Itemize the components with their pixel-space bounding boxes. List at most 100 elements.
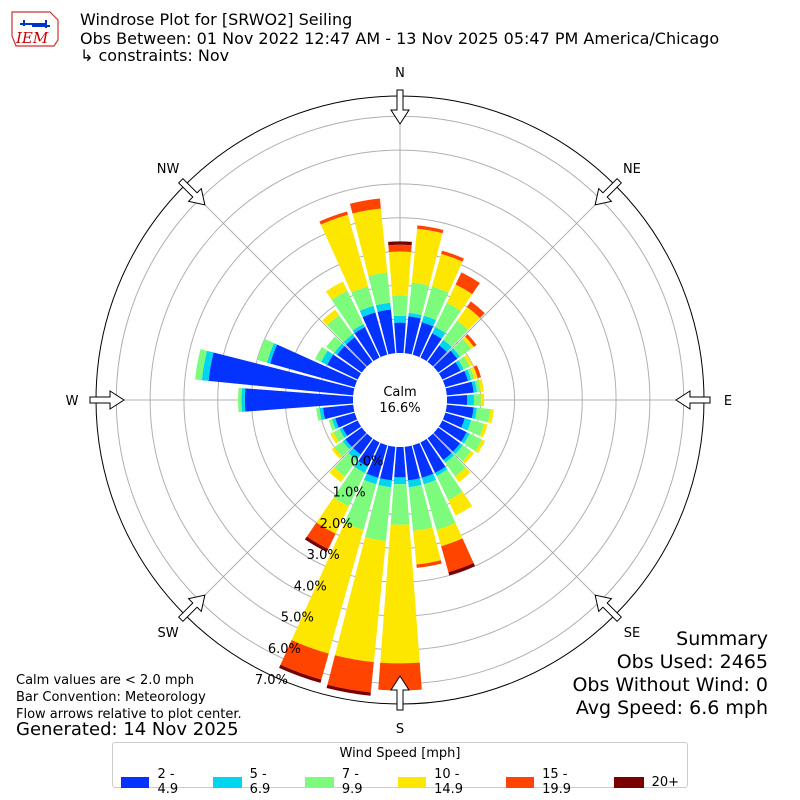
wind-bar-segment (353, 433, 373, 455)
wind-bar-segment (404, 316, 421, 355)
wind-bar-segment (331, 418, 339, 430)
wind-bar-segment (421, 315, 437, 327)
wind-bar-segment (393, 477, 407, 485)
flow-arrow-icon (594, 177, 623, 206)
legend-title: Wind Speed [mph] (339, 746, 461, 761)
wind-bar-segment (345, 337, 373, 367)
radial-tick-label: 6.0% (268, 642, 301, 657)
wind-bar-segment (388, 244, 412, 252)
wind-bar-segment (354, 327, 380, 362)
wind-bar-segment (304, 536, 329, 553)
wind-bar-segment (445, 381, 474, 396)
legend-swatch (613, 776, 644, 788)
wind-bar-segment (463, 433, 482, 452)
wind-bar-segment (442, 370, 469, 388)
summary-obs-without-wind: Obs Without Wind: 0 (572, 674, 768, 696)
grid-spoke (432, 184, 616, 368)
wind-bar-segment (458, 356, 470, 370)
wind-bar-segment (333, 466, 365, 507)
legend-label: 7 - 9.9 (341, 767, 363, 797)
note-calm: Calm values are < 2.0 mph (16, 673, 195, 688)
wind-bar-segment (201, 350, 214, 381)
wind-bar-segment (445, 404, 474, 419)
radial-tick-label: 7.0% (255, 673, 288, 688)
wind-bar-segment (378, 478, 392, 488)
logo-text: IEM (15, 29, 49, 47)
wind-bar-segment (325, 281, 348, 300)
wind-bar-segment (322, 309, 340, 326)
wind-bar-segment (345, 427, 367, 447)
wind-bar-segment (306, 522, 336, 549)
wind-bar-segment (436, 469, 463, 501)
legend-item: 10 - 14.9 (397, 767, 490, 797)
wind-bar-segment (393, 315, 407, 323)
wind-bar-segment (421, 473, 437, 485)
wind-bar-segment (427, 345, 447, 367)
title-line-2: Obs Between: 01 Nov 2022 12:47 AM - 13 N… (80, 29, 720, 48)
wind-bar-segment (464, 369, 472, 381)
wind-bar-segment (279, 664, 322, 683)
legend-swatch (397, 776, 427, 788)
legend-label: 5 - 6.9 (249, 767, 271, 797)
wind-bar-segment (475, 380, 481, 393)
wind-bar-segment (342, 439, 352, 450)
wind-bar-segment (408, 312, 422, 319)
wind-bar-segment (241, 388, 246, 412)
wind-bar-segment (335, 412, 358, 428)
summary-title: Summary (676, 628, 768, 650)
wind-bar-segment (334, 441, 350, 457)
legend-items: 2 - 4.9 5 - 6.9 7 - 9.9 10 - 14.9 15 - 19.9 2… (113, 767, 687, 797)
direction-label: NW (157, 162, 180, 177)
wind-bar-segment (443, 452, 455, 463)
wind-bar-segment (438, 362, 461, 380)
flow-arrow-icon (675, 390, 711, 410)
wind-bar-segment (443, 320, 469, 348)
wind-bar-segment (363, 473, 379, 485)
wind-bar-segment (343, 334, 355, 345)
wind-bar-segment (446, 284, 473, 311)
flow-arrow-icon (390, 675, 410, 711)
wind-bar-segment (208, 352, 355, 396)
summary-block: Summary Obs Used: 2465 Obs Without Wind:… (572, 628, 768, 720)
wind-bar-segment (462, 451, 474, 464)
wind-bar-segment (238, 387, 242, 413)
iem-logo: IEM (11, 11, 59, 47)
wind-bar-segment (334, 537, 386, 663)
wind-bar-segment (467, 368, 475, 380)
radial-tick-label: 4.0% (294, 579, 327, 594)
wind-bar-segment (479, 423, 488, 438)
wind-bar-segment (344, 479, 377, 530)
wind-bar-segment (417, 225, 444, 234)
legend-item: 7 - 9.9 (305, 767, 381, 797)
wind-bar-segment (461, 432, 470, 444)
wind-bar-segment (354, 461, 368, 473)
wind-bar-segment (452, 338, 472, 357)
wind-bar-segment (337, 345, 367, 373)
wind-bar-segment (412, 442, 434, 478)
wind-bar-segment (320, 214, 369, 293)
wind-bar-segment (473, 365, 482, 379)
note-convention: Bar Convention: Meteorology (16, 690, 206, 705)
wind-bar-segment (455, 467, 471, 483)
wind-bar-segment (478, 379, 484, 392)
wind-bar-segment (467, 394, 475, 406)
wind-bar-segment (463, 354, 473, 367)
legend-item: 5 - 6.9 (213, 767, 289, 797)
wind-bar-segment (366, 442, 388, 478)
radial-tick-label: 5.0% (281, 611, 314, 626)
grid-spoke (184, 184, 368, 368)
wind-bar-segment (377, 309, 396, 355)
wind-bar-segment (326, 684, 371, 696)
wind-bar-segment (404, 445, 420, 481)
wind-bar-segment (435, 302, 461, 334)
wind-bar-segment (257, 338, 274, 363)
wind-bar-segment (244, 388, 354, 412)
wind-bar-segment (433, 350, 458, 373)
grid-spoke (184, 432, 368, 616)
direction-label: W (66, 394, 79, 409)
legend-item: 15 - 19.9 (505, 767, 598, 797)
wind-bar-segment (342, 420, 362, 437)
wind-bar-segment (452, 443, 463, 455)
wind-bar-segment (420, 333, 442, 362)
